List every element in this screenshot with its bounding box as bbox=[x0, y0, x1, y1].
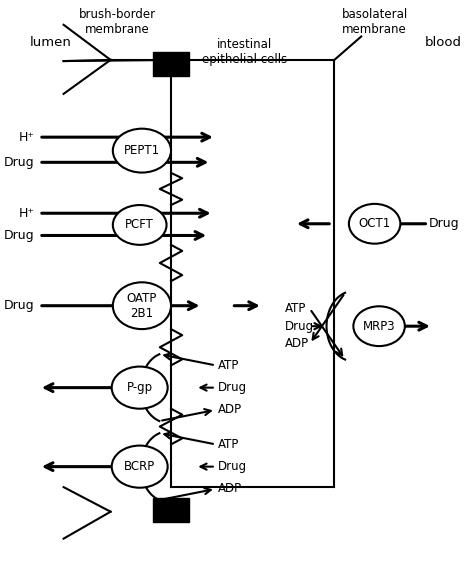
Text: Drug: Drug bbox=[4, 299, 34, 312]
Text: MRP3: MRP3 bbox=[363, 320, 395, 333]
Text: basolateral
membrane: basolateral membrane bbox=[342, 8, 408, 36]
Text: ADP: ADP bbox=[218, 403, 242, 416]
Bar bbox=[153, 497, 189, 522]
Text: Drug: Drug bbox=[285, 320, 314, 333]
Text: Drug: Drug bbox=[429, 218, 460, 230]
Text: lumen: lumen bbox=[30, 36, 72, 49]
Ellipse shape bbox=[113, 205, 166, 245]
Text: H⁺: H⁺ bbox=[18, 207, 34, 220]
Text: OCT1: OCT1 bbox=[359, 218, 391, 230]
Text: ATP: ATP bbox=[218, 359, 239, 372]
Text: Drug: Drug bbox=[4, 229, 34, 242]
Ellipse shape bbox=[113, 129, 171, 172]
Text: intestinal
epithelial cells: intestinal epithelial cells bbox=[202, 38, 288, 66]
Ellipse shape bbox=[112, 446, 168, 487]
Text: ATP: ATP bbox=[285, 302, 306, 315]
Bar bbox=[153, 52, 189, 76]
Ellipse shape bbox=[113, 282, 171, 329]
Text: H⁺: H⁺ bbox=[18, 131, 34, 143]
Text: OATP
2B1: OATP 2B1 bbox=[127, 292, 157, 320]
Text: brush-border
membrane: brush-border membrane bbox=[79, 8, 156, 36]
Text: blood: blood bbox=[425, 36, 462, 49]
Text: BCRP: BCRP bbox=[124, 460, 155, 473]
Text: PEPT1: PEPT1 bbox=[124, 144, 160, 157]
Text: Drug: Drug bbox=[4, 156, 34, 169]
Text: ADP: ADP bbox=[218, 482, 242, 495]
Text: ADP: ADP bbox=[285, 338, 309, 350]
Text: P-gp: P-gp bbox=[126, 381, 153, 394]
Text: Drug: Drug bbox=[218, 381, 247, 394]
Ellipse shape bbox=[112, 366, 168, 409]
Ellipse shape bbox=[349, 204, 400, 243]
Text: PCFT: PCFT bbox=[125, 219, 154, 232]
Ellipse shape bbox=[353, 306, 405, 346]
Text: ATP: ATP bbox=[218, 438, 239, 451]
Text: Drug: Drug bbox=[218, 460, 247, 473]
